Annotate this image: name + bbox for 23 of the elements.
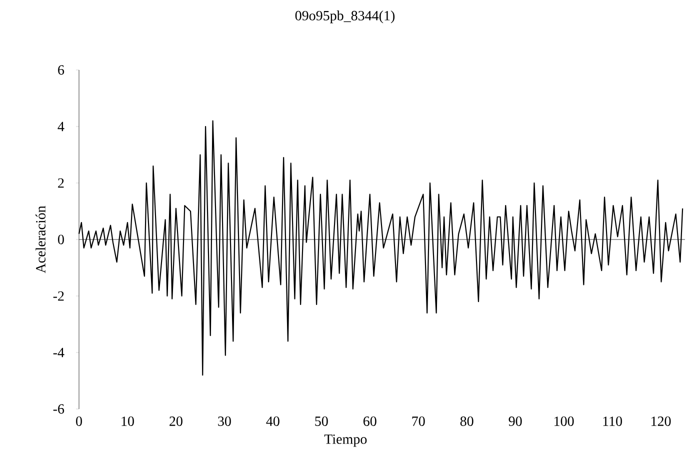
x-tick-label: 0 xyxy=(76,416,82,426)
y-tick-label: -4 xyxy=(53,348,64,358)
y-tick-label: -2 xyxy=(53,291,64,301)
x-axis-title: Tiempo xyxy=(324,434,367,447)
y-tick-label: 4 xyxy=(58,122,64,132)
x-tick-label: 110 xyxy=(603,416,622,426)
x-tick-label: 40 xyxy=(266,416,280,426)
x-tick-label: 60 xyxy=(363,416,376,426)
y-tick-label: -6 xyxy=(53,404,64,414)
chart-title: 09o95pb_8344(1) xyxy=(295,10,395,24)
x-tick-label: 10 xyxy=(122,416,134,426)
x-tick-label: 20 xyxy=(170,416,182,426)
x-tick-label: 50 xyxy=(315,416,328,426)
y-axis-title: Aceleración xyxy=(36,206,46,274)
x-tick-label: 70 xyxy=(412,416,425,426)
y-tick-label: 6 xyxy=(58,65,64,75)
y-tick-label: 0 xyxy=(58,234,64,244)
x-tick-label: 90 xyxy=(508,416,522,426)
y-tick-label: 2 xyxy=(58,178,64,188)
x-tick-label: 120 xyxy=(651,416,671,426)
x-tick-label: 30 xyxy=(218,416,231,426)
x-tick-label: 100 xyxy=(554,416,574,426)
x-tick-label: 80 xyxy=(460,416,474,426)
